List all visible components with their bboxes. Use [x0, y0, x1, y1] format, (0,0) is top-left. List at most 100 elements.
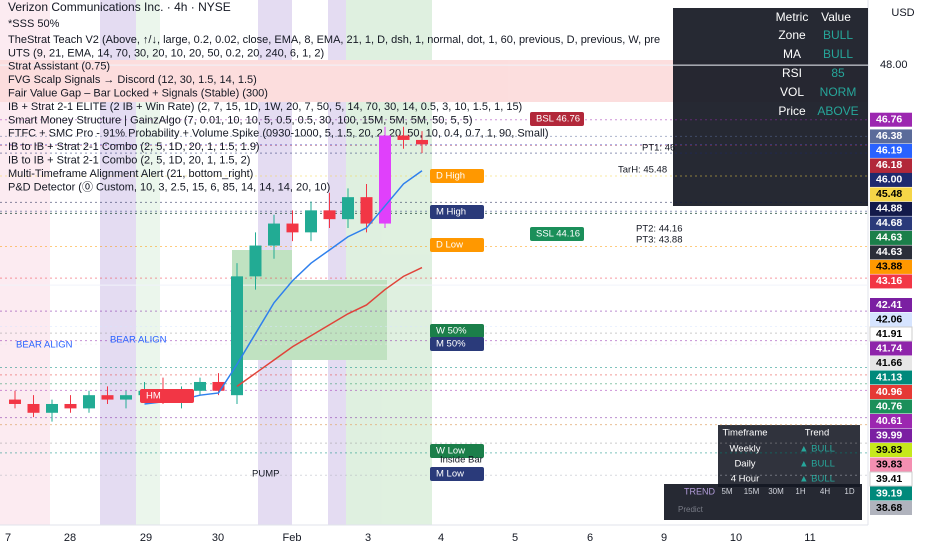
trend-table: Timeframe Trend Weekly ▲ BULL Daily ▲ BULL 4 H… [664, 425, 862, 520]
annotation: D Low [436, 240, 463, 251]
price-tag-label: 46.38 [876, 130, 902, 142]
price-tag-label: 39.41 [876, 473, 902, 485]
price-tag-label: 44.88 [876, 203, 902, 215]
x-tick-label: Feb [283, 532, 302, 544]
indicator-label: P&D Detector (⓪ Custom, 10, 3, 2.5, 15, … [8, 180, 330, 193]
trend-frame: 15M [744, 487, 760, 496]
trend-frame: 1D [844, 487, 854, 496]
trend-frame: 30M [768, 487, 784, 496]
table-cell: VOL [780, 85, 804, 99]
table-cell: ▲ BULL [799, 444, 835, 455]
price-tag-label: 44.63 [876, 232, 902, 244]
annotation: SSL 44.16 [536, 229, 580, 240]
table-bg [664, 484, 862, 520]
indicator-label: IB to IB + Strat 2-1 Combo (2, 5, 1D, 20… [8, 141, 260, 153]
candle-body [360, 197, 373, 224]
annotation: BEAR ALIGN [110, 335, 167, 346]
annotation-bg [430, 324, 484, 338]
table-header: Timeframe [722, 428, 767, 439]
chart-title: Verizon Communications Inc. · 4h · NYSE [8, 0, 231, 14]
annotation: PT2: 44.16 [636, 224, 682, 235]
annotation: PT1: 46 [642, 143, 675, 154]
price-tag [870, 414, 912, 428]
annotation-bg [140, 389, 194, 403]
table-cell: ABOVE [817, 104, 858, 118]
candle-body [342, 197, 354, 220]
price-tag-label: 39.19 [876, 487, 902, 499]
price-tag [870, 112, 912, 127]
x-tick-label: 3 [365, 532, 371, 544]
candle-body [305, 210, 317, 233]
table-bg [718, 425, 860, 487]
annotation-bg [430, 467, 484, 481]
band [328, 0, 346, 525]
price-tag [869, 326, 913, 342]
y-tick-label: 48.00 [880, 59, 908, 71]
price-tag [870, 385, 912, 399]
x-tick-label: 7 [5, 532, 11, 544]
indicator-label: Smart Money Structure | GainzAlgo (7, 0.… [8, 114, 473, 126]
x-tick-label: 28 [64, 532, 76, 544]
indicator-label: IB + Strat 2-1 ELITE (2 IB + Win Rate) (… [8, 101, 522, 113]
candle-body [194, 381, 206, 391]
price-tag-label: 44.68 [876, 217, 902, 229]
table-header: Trend [805, 428, 829, 439]
annotation: W 50% [436, 326, 467, 337]
annotation-bg [430, 238, 484, 252]
candle-body [268, 223, 280, 246]
price-tag [870, 230, 912, 245]
candle-body [9, 399, 21, 404]
price-tag [870, 428, 912, 443]
price-tag [870, 274, 912, 289]
annotation-bg [430, 205, 484, 219]
fvg-box [292, 280, 387, 360]
band [0, 0, 50, 525]
annotation: W Low [436, 446, 465, 457]
candle-body [286, 223, 299, 233]
indicator-label: FVG Scalp Signals → Discord (12, 30, 1.5… [8, 74, 257, 86]
annotation-bg [430, 337, 484, 351]
table-cell: RSI [782, 66, 802, 80]
price-tag-label: 41.13 [876, 371, 902, 383]
price-tag-label: 38.68 [876, 502, 902, 514]
x-tick-label: 30 [212, 532, 224, 544]
table-bg [673, 8, 868, 206]
price-tag [870, 370, 912, 385]
x-tick-label: 6 [587, 532, 593, 544]
price-tag-label: 43.88 [876, 261, 902, 273]
table-cell: ▲ BULL [799, 474, 835, 485]
indicator-label: TheStrat Teach V2 (Above, ↑/↓, large, 0.… [8, 34, 660, 46]
candle-body [83, 395, 95, 409]
annotation: M High [436, 207, 466, 218]
price-tag-label: 46.19 [876, 145, 902, 157]
price-tag-label: 43.16 [876, 275, 902, 287]
annotation-bg [430, 169, 484, 183]
annotation: M Low [436, 469, 464, 480]
annotation: TarH: 45.48 [618, 165, 667, 176]
table-cell: MA [783, 47, 801, 61]
indicator-label: IB to IB + Strat 2-1 Combo (2, 5, 1D, 20… [8, 155, 250, 167]
price-tag [870, 201, 912, 216]
price-tag-label: 39.99 [876, 429, 902, 441]
x-tick-label: 9 [661, 532, 667, 544]
price-tag-label: 46.00 [876, 174, 902, 186]
price-tag [870, 312, 912, 327]
table-cell: Price [778, 104, 806, 118]
band [136, 0, 160, 525]
annotation: M 50% [436, 339, 466, 350]
price-tag-label: 41.91 [876, 328, 902, 340]
annotation-bg [430, 444, 484, 458]
price-tag [870, 399, 912, 414]
x-tick-label: 11 [804, 532, 815, 544]
table-cell: Weekly [730, 444, 761, 455]
price-tag-label: 41.66 [876, 357, 902, 369]
price-tag-label: 40.96 [876, 386, 902, 398]
price-tag [870, 172, 912, 187]
table-header: Value [821, 10, 851, 24]
annotation: BEAR ALIGN [16, 340, 73, 351]
annotation: PT3: 43.88 [636, 235, 682, 246]
annotation: HM [146, 391, 161, 402]
table-header: Metric [776, 10, 809, 24]
candle-body [323, 210, 336, 220]
